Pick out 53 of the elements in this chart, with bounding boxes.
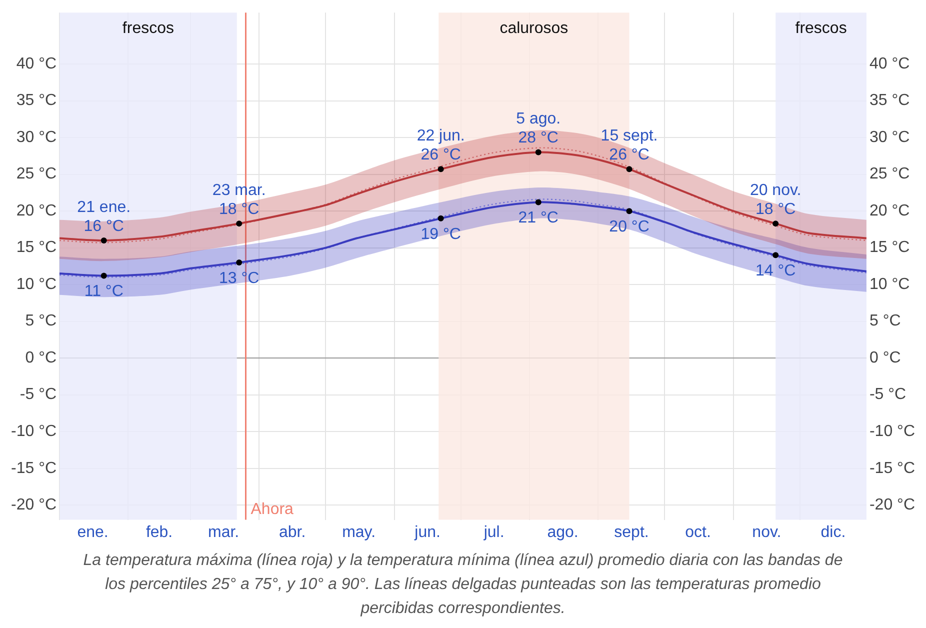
annotation: 19 °C [420, 226, 461, 243]
text: La temperatura máxima (línea roja) y la temperatura mínima (línea azul) promedio diaria con las bandas de los percentiles 25° a 75°, y 10° a 90°. Las líneas delgadas punteadas son las temperaturas promedio percibidas correspondientes. [83, 551, 843, 619]
y-tick-label: 20 °C [16, 202, 57, 220]
y2-tick-label: -20 °C [869, 496, 916, 514]
y-tick-label: -5 °C [20, 386, 57, 404]
y2-tick-label: 30 °C [869, 128, 910, 146]
x-tick-label: dic. [820, 524, 846, 541]
y-tick-label: 30 °C [16, 128, 57, 146]
y2-tick-label: 5 °C [869, 312, 901, 330]
y2-tick-label: 25 °C [869, 166, 910, 183]
y2-tick-label: 10 °C [869, 276, 910, 293]
annotation: 11 °C [84, 283, 124, 300]
y-tick-label: -15 °C [10, 460, 57, 477]
annotation: 5 ago. 28 °C [516, 110, 561, 147]
y-tick-label: 25 °C [16, 166, 57, 183]
band-label: frescos [122, 20, 174, 38]
y2-tick-label: 0 °C [869, 349, 901, 366]
y-tick-label: -10 °C [10, 423, 57, 440]
y2-tick-label: -15 °C [869, 460, 916, 477]
y-tick-label: 40 °C [16, 55, 57, 72]
x-tick-label: ago. [547, 524, 578, 541]
band-label: frescos [795, 20, 847, 38]
x-tick-label: ene. [77, 524, 108, 541]
annotation: 21 °C [518, 210, 558, 227]
y2-tick-label: 35 °C [869, 92, 910, 110]
x-tick-label: abr. [278, 524, 306, 541]
annotation: 20 nov. 18 °C [750, 182, 802, 218]
y-tick-label: 15 °C [16, 239, 57, 256]
y2-tick-label: -5 °C [869, 386, 906, 404]
x-tick-label: oct. [685, 524, 711, 541]
x-tick-label: jul. [482, 524, 504, 541]
y2-tick-label: 40 °C [869, 55, 910, 72]
band-label: calurosos [500, 20, 568, 38]
y-tick-label: 35 °C [16, 92, 57, 110]
x-tick-label: mar. [208, 524, 240, 541]
x-tick-label: sept. [614, 524, 649, 541]
y-tick-label: 5 °C [25, 312, 57, 330]
x-tick-label: jun. [414, 524, 440, 541]
x-tick-label: nov. [752, 524, 782, 541]
ref-line-label: Ahora [250, 501, 294, 518]
annotation: 15 sept. 26 °C [600, 128, 658, 164]
y-tick-label: -20 °C [10, 496, 57, 514]
annotation: 20 °C [609, 218, 650, 236]
annotation: 14 °C [755, 262, 796, 280]
y-tick-label: 10 °C [16, 276, 57, 293]
y2-tick-label: 15 °C [869, 239, 910, 256]
annotation: 22 jun. 26 °C [416, 128, 465, 164]
annotation: 21 ene. 16 °C [77, 198, 131, 235]
y2-tick-label: 20 °C [869, 202, 910, 220]
y-tick-label: 0 °C [25, 349, 57, 366]
x-tick-label: feb. [146, 524, 173, 541]
y2-tick-label: -10 °C [869, 423, 916, 440]
x-tick-label: may. [342, 524, 376, 541]
